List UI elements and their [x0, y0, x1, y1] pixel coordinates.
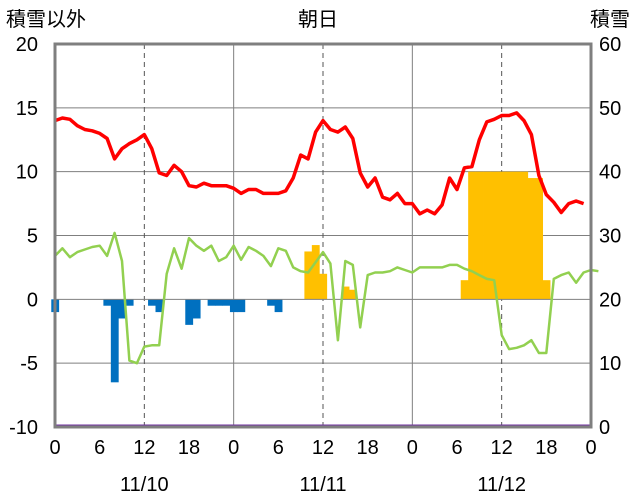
x-tick-label: 12	[312, 437, 334, 459]
x-tick-label: 0	[585, 437, 596, 459]
snow-bar	[520, 171, 529, 300]
x-tick-label: 6	[451, 437, 462, 459]
precip-bar	[125, 299, 134, 306]
snow-bar	[505, 171, 514, 300]
right-tick-label: 10	[599, 353, 621, 375]
x-tick-label: 0	[228, 437, 239, 459]
precip-bar	[148, 299, 156, 306]
x-tick-label: 18	[178, 437, 200, 459]
snow-bar	[341, 286, 350, 300]
snow-bar	[304, 251, 313, 300]
left-tick-label: 10	[16, 162, 38, 184]
snow-depth-bars	[304, 171, 551, 300]
precip-bar	[207, 299, 216, 306]
left-tick-label: 20	[16, 34, 38, 56]
x-tick-label: 12	[133, 437, 155, 459]
date-label: 11/11	[299, 474, 346, 496]
precip-bar	[155, 299, 164, 313]
left-tick-label: 0	[27, 289, 38, 311]
snow-bar	[475, 171, 484, 300]
precip-bar	[185, 299, 194, 325]
x-tick-label: 6	[273, 437, 284, 459]
snow-bar	[512, 171, 521, 300]
precipitation-bars	[51, 299, 283, 383]
right-tick-label: 60	[599, 34, 621, 56]
date-label: 11/12	[477, 474, 526, 496]
right-axis-ticks: 60 50 40 30 20 10 0	[599, 34, 621, 439]
snow-bar	[527, 178, 536, 300]
right-tick-label: 20	[599, 289, 621, 311]
left-axis-ticks: 20 15 10 5 0 -5 -10	[9, 34, 38, 439]
wind-line	[54, 231, 599, 365]
snow-bar	[311, 245, 320, 300]
snow-bar	[349, 289, 357, 300]
precip-bar	[110, 299, 119, 383]
right-tick-label: 0	[599, 417, 610, 439]
snow-bar	[468, 171, 477, 300]
x-tick-label: 12	[491, 437, 513, 459]
precip-bar	[229, 299, 238, 313]
x-tick-label: 18	[357, 437, 379, 459]
snow-bar	[497, 171, 506, 300]
precip-bar	[237, 299, 246, 313]
x-tick-label: 6	[94, 437, 105, 459]
right-tick-label: 50	[599, 98, 621, 120]
left-tick-label: 15	[16, 98, 38, 120]
precip-bar	[103, 299, 112, 306]
left-axis-label: 積雪以外	[6, 8, 86, 31]
snow-bar	[535, 178, 544, 300]
snow-bar	[460, 280, 469, 300]
snow-bar	[542, 280, 551, 300]
precip-bar	[222, 299, 231, 306]
temperature-line	[54, 111, 585, 216]
left-tick-label: -5	[20, 353, 38, 375]
right-axis-label: 積雪	[590, 8, 630, 31]
x-tick-label: 18	[535, 437, 557, 459]
precip-bar	[118, 299, 127, 319]
date-labels: 11/10 11/11 11/12	[120, 474, 526, 496]
plot-frame	[53, 42, 593, 429]
chart-title: 朝日	[298, 8, 338, 31]
right-tick-label: 40	[599, 162, 621, 184]
x-axis-ticks: 0 6 12 18 0 6 12 18 0 6 12 18 0	[49, 437, 596, 459]
right-tick-label: 30	[599, 226, 621, 248]
snow-bar	[490, 171, 499, 300]
precip-bar	[192, 299, 201, 319]
precip-bar	[267, 299, 276, 306]
date-label: 11/10	[120, 474, 169, 496]
precip-bar	[274, 299, 283, 313]
x-tick-label: 0	[49, 437, 60, 459]
x-tick-label: 0	[407, 437, 418, 459]
snow-bar	[319, 273, 328, 300]
precip-bar	[215, 299, 223, 306]
left-tick-label: -10	[9, 417, 38, 439]
snow-bar	[483, 171, 491, 300]
left-tick-label: 5	[27, 226, 38, 248]
